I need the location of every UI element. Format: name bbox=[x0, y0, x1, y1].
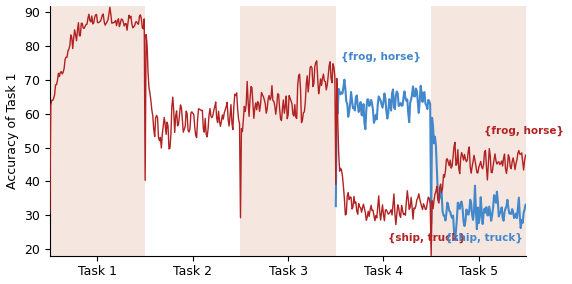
Y-axis label: Accuracy of Task 1: Accuracy of Task 1 bbox=[6, 72, 18, 189]
Bar bbox=[240, 6, 336, 256]
Text: {frog, horse}: {frog, horse} bbox=[483, 126, 563, 136]
Bar bbox=[50, 6, 145, 256]
Bar bbox=[431, 6, 526, 256]
Text: {ship, truck}: {ship, truck} bbox=[388, 233, 466, 243]
Text: {frog, horse}: {frog, horse} bbox=[340, 52, 420, 62]
Text: {ship, truck}: {ship, truck} bbox=[446, 233, 523, 243]
